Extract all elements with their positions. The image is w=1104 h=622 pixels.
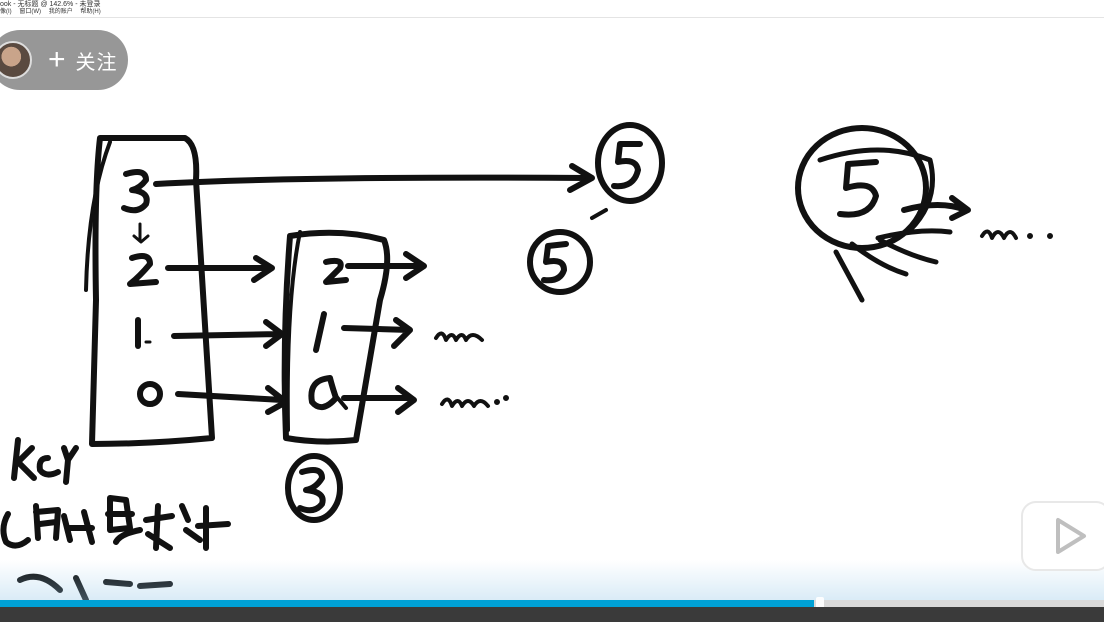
- plus-icon: +: [48, 43, 66, 76]
- menu-item-image[interactable]: 像(I): [0, 9, 12, 15]
- progress-fill: [0, 600, 814, 607]
- play-button[interactable]: [1016, 480, 1104, 576]
- whiteboard-canvas: [0, 17, 1104, 602]
- player-control-bar: [0, 607, 1104, 622]
- avatar: [0, 41, 32, 79]
- bilibili-tv-icon: [1021, 489, 1104, 571]
- handwritten-sketch: [0, 122, 1053, 602]
- menu-item-help[interactable]: 帮助(H): [80, 9, 101, 15]
- play-icon: [1056, 518, 1086, 554]
- progress-bar[interactable]: [0, 597, 1104, 610]
- progress-handle[interactable]: [816, 597, 824, 610]
- menu-item-window[interactable]: 窗口(W): [19, 9, 42, 15]
- window-title: ook - 无标题 @ 142.6% - 未登录: [0, 1, 101, 8]
- follow-label: 关注: [75, 51, 118, 74]
- follow-button[interactable]: + 关注: [0, 30, 128, 90]
- menu-item-account[interactable]: 我的账户: [48, 9, 73, 15]
- menu-bar: 像(I) 窗口(W) 我的账户 帮助(H): [0, 8, 1104, 18]
